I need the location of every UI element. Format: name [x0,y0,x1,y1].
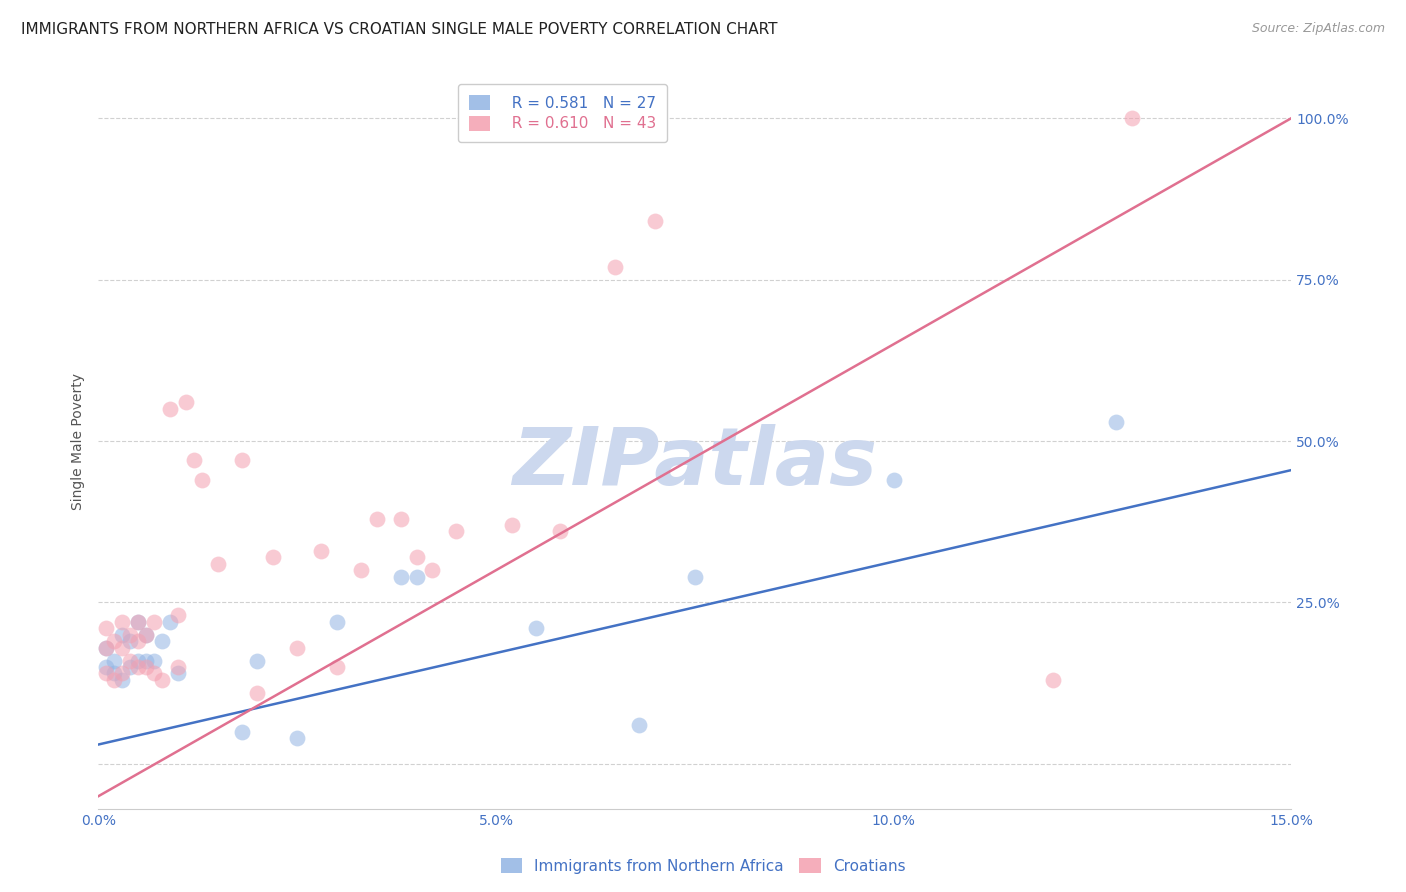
Point [159,401,181,416]
Point [111,628,134,642]
Point [103,666,125,681]
Point [285,640,308,655]
Point [143,654,166,668]
Point [135,628,157,642]
Point [326,615,349,629]
Legend:   R = 0.581   N = 27,   R = 0.610   N = 43: R = 0.581 N = 27, R = 0.610 N = 43 [458,85,668,142]
Point [143,666,166,681]
Point [231,724,253,739]
Point [389,569,412,583]
Point [111,666,134,681]
Point [1105,415,1128,429]
Point [96,666,118,681]
Point [96,640,118,655]
Point [191,473,214,487]
Point [111,673,134,687]
Point [103,673,125,687]
Point [159,615,181,629]
Point [167,666,190,681]
Point [366,511,388,525]
Y-axis label: Single Male Poverty: Single Male Poverty [72,373,86,509]
Point [683,569,706,583]
Point [405,550,427,565]
Point [405,569,427,583]
Point [167,660,190,674]
Point [326,660,349,674]
Text: IMMIGRANTS FROM NORTHERN AFRICA VS CROATIAN SINGLE MALE POVERTY CORRELATION CHAR: IMMIGRANTS FROM NORTHERN AFRICA VS CROAT… [21,22,778,37]
Point [231,453,253,467]
Point [96,660,118,674]
Point [120,660,142,674]
Point [1121,111,1143,125]
Point [135,660,157,674]
Point [120,634,142,648]
Point [103,634,125,648]
Point [127,634,149,648]
Point [111,615,134,629]
Point [120,628,142,642]
Text: ZIPatlas: ZIPatlas [512,424,877,502]
Point [350,563,373,577]
Point [246,686,269,700]
Point [422,563,444,577]
Point [628,718,651,732]
Point [262,550,284,565]
Point [285,731,308,745]
Point [207,557,229,571]
Point [103,654,125,668]
Point [96,621,118,635]
Point [524,621,547,635]
Point [150,634,173,648]
Point [446,524,468,539]
Point [246,654,269,668]
Legend: Immigrants from Northern Africa, Croatians: Immigrants from Northern Africa, Croatia… [495,852,911,880]
Point [135,628,157,642]
Point [120,654,142,668]
Point [143,615,166,629]
Point [501,518,523,533]
Point [96,640,118,655]
Point [605,260,627,274]
Point [127,615,149,629]
Point [644,214,666,228]
Point [883,473,905,487]
Point [183,453,205,467]
Point [127,615,149,629]
Point [174,395,197,409]
Text: Source: ZipAtlas.com: Source: ZipAtlas.com [1251,22,1385,36]
Point [389,511,412,525]
Point [1042,673,1064,687]
Point [111,640,134,655]
Point [135,654,157,668]
Point [548,524,571,539]
Point [167,608,190,623]
Point [309,543,332,558]
Point [127,660,149,674]
Point [127,654,149,668]
Point [150,673,173,687]
